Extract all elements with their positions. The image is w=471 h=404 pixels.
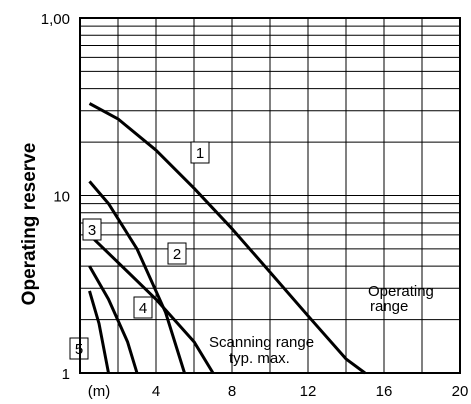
curve-label-box-3 (82, 218, 102, 241)
curve-label-box-4 (133, 296, 153, 319)
y-tick-label: 1,00 (41, 11, 70, 28)
y-axis-label: Operating reserve (19, 143, 40, 306)
scanning-range-label-line1: Scanning range (209, 334, 314, 351)
x-tick-label: 16 (376, 383, 393, 400)
curve-label-2: 2 (173, 246, 181, 263)
curve-label-3: 3 (88, 222, 96, 239)
curve-label-1: 1 (196, 145, 204, 162)
operating-range-label-line2: range (370, 298, 408, 315)
operating-range-label-line1: Operating (368, 283, 434, 300)
y-tick-label: 1 (62, 366, 70, 383)
y-tick-label: 10 (53, 189, 70, 206)
curve-1 (88, 102, 366, 375)
x-tick-label: 20 (452, 383, 469, 400)
plot-frame (79, 17, 461, 374)
curves (88, 102, 366, 375)
curve-label-box-1 (190, 141, 210, 164)
x-tick-label: 8 (228, 383, 236, 400)
curve-label-4: 4 (139, 300, 147, 317)
curve-label-box-2 (167, 242, 187, 265)
x-tick-label: 12 (300, 383, 317, 400)
x-unit-label: (m) (88, 383, 111, 400)
curve-3 (88, 180, 186, 374)
scanning-range-label-line2: typ. max. (229, 350, 290, 367)
x-tick-label: 4 (152, 383, 160, 400)
grid (80, 18, 460, 373)
curve-5 (88, 290, 110, 374)
curve-2 (88, 233, 215, 374)
curve-4 (88, 265, 139, 374)
